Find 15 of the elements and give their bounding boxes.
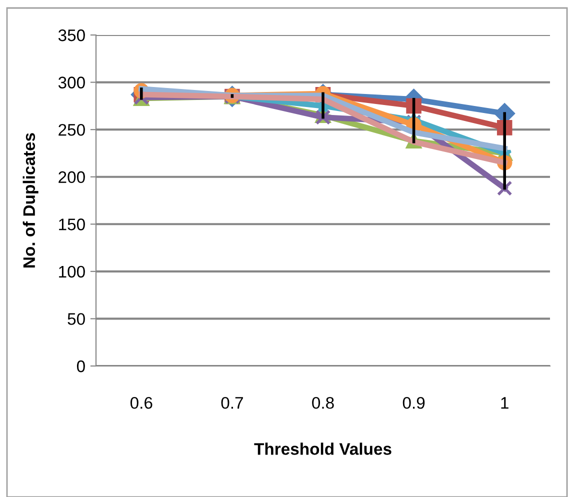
x-axis-title: Threshold Values (254, 442, 392, 455)
x-tick-label: 0.7 (221, 396, 243, 409)
y-tick-label: 50 (68, 313, 85, 325)
y-tick-label: 250 (58, 124, 85, 136)
y-tick-label: 100 (59, 266, 85, 278)
y-tick-label: 150 (59, 218, 85, 230)
y-axis-title: No. of Duplicates (22, 133, 38, 268)
x-tick-label: 0.9 (402, 396, 425, 409)
y-tick-label: 350 (58, 29, 85, 42)
y-tick-label: 0 (76, 360, 85, 372)
y-tick-label: 200 (58, 171, 85, 184)
y-tick-label: 300 (58, 76, 85, 88)
x-tick-label: 1 (501, 397, 508, 409)
x-tick-label: 0.6 (130, 396, 152, 409)
x-tick-label: 0.8 (312, 396, 334, 409)
